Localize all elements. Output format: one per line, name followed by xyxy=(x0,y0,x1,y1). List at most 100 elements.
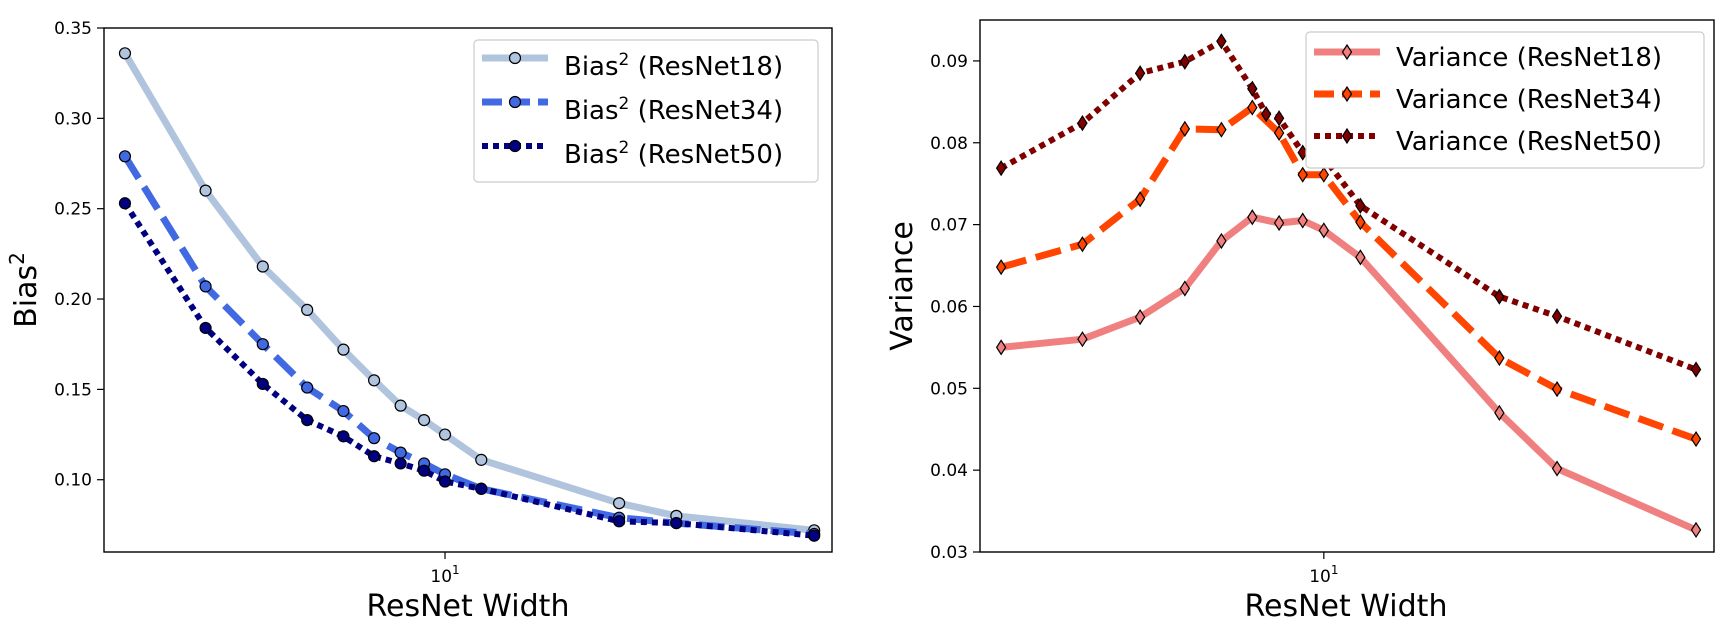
variance-data-point xyxy=(1494,349,1505,367)
variance-data-point xyxy=(1134,65,1146,82)
variance-data-point xyxy=(1134,308,1146,326)
variance-data-point xyxy=(1273,124,1285,142)
bias-data-point xyxy=(118,47,132,60)
variance-data-point xyxy=(1494,288,1505,305)
variance-data-point xyxy=(1551,381,1563,398)
variance-chart: 0.03 0.04 0.05 0.06 0.07 0.08 0.09 101 ResNet … xyxy=(885,19,1715,624)
bias-chart: 0.10 0.15 0.20 0.25 0.30 0.35 101 ResNet Widt… xyxy=(5,19,833,624)
variance-y-tick-label: 0.05 xyxy=(930,379,968,399)
variance-y-tick-label: 0.04 xyxy=(930,461,968,481)
bias-legend: Bias2 (ResNet18) Bias2 (ResNet34) Bias2 … xyxy=(473,39,819,183)
bias-legend-label-2: Bias2 (ResNet34) xyxy=(564,94,783,126)
bias-data-point xyxy=(337,343,350,356)
bias-x-axis-label: ResNet Width xyxy=(367,589,570,624)
bias-y-tick-label: 0.20 xyxy=(54,290,92,310)
bias-data-point xyxy=(199,184,212,197)
bias-series-line-2 xyxy=(122,154,815,538)
bias-data-point xyxy=(367,432,381,445)
variance-legend-frame xyxy=(1305,31,1705,169)
bias-data-point xyxy=(367,450,381,463)
bias-y-tick-label: 0.15 xyxy=(54,380,92,400)
bias-data-point xyxy=(337,430,350,443)
bias-data-point xyxy=(301,413,314,427)
bias-data-point xyxy=(367,374,381,387)
bias-legend-entries xyxy=(482,51,548,153)
variance-legend-marker-2 xyxy=(1341,85,1353,103)
variance-data-point xyxy=(1355,249,1366,266)
bias-data-point xyxy=(438,475,452,488)
variance-x-tick-label: 101 xyxy=(1309,563,1338,587)
bias-y-ticks: 0.10 0.15 0.20 0.25 0.30 0.35 xyxy=(54,19,104,491)
variance-plot-frame xyxy=(979,19,1715,553)
bias-data-point xyxy=(118,150,132,163)
bias-y-axis-label: Bias2 xyxy=(5,252,44,328)
variance-data-point xyxy=(1355,197,1366,214)
bias-x-tick-label: 101 xyxy=(430,563,459,587)
bias-y-tick-label: 0.30 xyxy=(54,109,92,129)
variance-y-tick-label: 0.06 xyxy=(930,297,968,317)
variance-data-point xyxy=(1179,120,1191,137)
variance-data-point xyxy=(1297,166,1308,183)
variance-data-point xyxy=(1179,280,1191,297)
variance-data-point xyxy=(995,259,1007,276)
variance-legend-label-3: Variance (ResNet50) xyxy=(1396,127,1662,157)
bias-x-tick: 101 xyxy=(430,552,460,587)
bias-data-point xyxy=(256,338,269,351)
bias-data-point xyxy=(118,197,132,210)
bias-data-point xyxy=(475,453,488,466)
variance-data-point xyxy=(1355,214,1366,231)
variance-data-point xyxy=(1273,110,1285,127)
bias-legend-marker-3 xyxy=(508,139,522,153)
bias-data-point xyxy=(438,428,452,441)
variance-legend-label-1: Variance (ResNet18) xyxy=(1396,43,1662,73)
variance-data-point xyxy=(1260,106,1272,123)
variance-data-point xyxy=(1273,214,1285,232)
bias-data-point xyxy=(301,303,314,316)
variance-y-axis-label: Variance xyxy=(885,221,920,351)
variance-data-point xyxy=(1216,121,1227,138)
variance-data-point xyxy=(1077,331,1088,348)
bias-data-point xyxy=(394,446,407,459)
variance-legend: Variance (ResNet18) Variance (ResNet34) … xyxy=(1305,31,1705,169)
variance-x-tick: 101 xyxy=(1309,552,1338,587)
variance-data-point xyxy=(1216,33,1227,50)
bias-data-point xyxy=(417,413,431,427)
variance-series-line-1 xyxy=(1000,213,1698,534)
bias-y-tick-label: 0.10 xyxy=(54,471,92,491)
bias-data-point xyxy=(256,377,269,391)
bias-data-point xyxy=(613,515,626,528)
variance-legend-marker-3 xyxy=(1341,127,1353,145)
bias-data-point xyxy=(199,280,212,293)
variance-legend-marker-1 xyxy=(1341,43,1353,61)
bias-series-group xyxy=(118,47,821,542)
variance-y-tick-label: 0.03 xyxy=(930,543,968,563)
bias-data-point xyxy=(808,529,821,542)
bias-legend-marker-2 xyxy=(508,95,522,109)
variance-data-point xyxy=(995,160,1007,177)
variance-x-axis-label: ResNet Width xyxy=(1245,589,1448,624)
bias-legend-frame xyxy=(473,39,819,183)
variance-data-point xyxy=(1551,308,1563,325)
variance-series-group xyxy=(995,33,1702,539)
variance-data-point xyxy=(1690,430,1702,448)
variance-y-ticks: 0.03 0.04 0.05 0.06 0.07 0.08 0.09 xyxy=(930,52,980,563)
variance-legend-entries xyxy=(1314,43,1380,145)
variance-data-point xyxy=(1077,115,1088,132)
bias-data-point xyxy=(301,381,314,394)
bias-data-point xyxy=(475,482,488,495)
bias-data-point xyxy=(394,399,407,412)
bias-data-point xyxy=(670,516,683,530)
variance-data-point xyxy=(1077,236,1088,253)
bias-legend-label-3: Bias2 (ResNet50) xyxy=(564,138,783,170)
bias-data-point xyxy=(417,464,431,477)
variance-data-point xyxy=(995,339,1007,356)
variance-data-point xyxy=(1216,232,1227,250)
variance-data-point xyxy=(1247,80,1258,97)
bias-data-point xyxy=(256,260,269,273)
variance-data-point xyxy=(1318,166,1330,183)
variance-data-point xyxy=(1247,209,1258,226)
variance-data-point xyxy=(1247,99,1258,116)
bias-plot-frame xyxy=(103,27,833,553)
variance-y-tick-label: 0.09 xyxy=(930,52,968,72)
